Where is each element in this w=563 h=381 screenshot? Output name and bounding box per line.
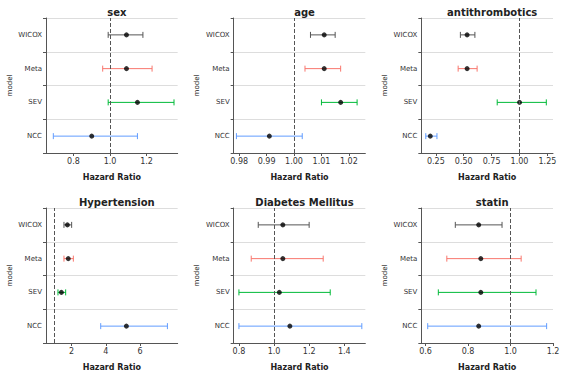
svg-text:4: 4 xyxy=(103,347,108,356)
svg-text:1.00: 1.00 xyxy=(511,157,529,166)
svg-text:Meta: Meta xyxy=(212,255,229,263)
svg-text:1.0: 1.0 xyxy=(104,157,117,166)
svg-text:Hazard Ratio: Hazard Ratio xyxy=(270,363,329,372)
svg-text:1.25: 1.25 xyxy=(539,157,557,166)
svg-text:NCC: NCC xyxy=(215,132,230,140)
svg-text:NCC: NCC xyxy=(402,132,417,140)
svg-text:WICOX: WICOX xyxy=(206,31,230,39)
svg-text:0.50: 0.50 xyxy=(455,157,473,166)
svg-text:model: model xyxy=(381,75,389,97)
svg-text:Hazard Ratio: Hazard Ratio xyxy=(458,173,517,182)
svg-text:1.2: 1.2 xyxy=(303,347,316,356)
svg-text:SEV: SEV xyxy=(216,98,230,106)
svg-text:0.8: 0.8 xyxy=(233,347,246,356)
svg-text:1.0: 1.0 xyxy=(504,347,517,356)
svg-text:WICOX: WICOX xyxy=(394,221,418,229)
svg-text:Meta: Meta xyxy=(25,65,42,73)
svg-text:Hazard Ratio: Hazard Ratio xyxy=(458,363,517,372)
svg-text:NCC: NCC xyxy=(402,322,417,330)
svg-text:Hypertension: Hypertension xyxy=(79,197,155,208)
svg-text:Meta: Meta xyxy=(400,255,417,263)
svg-text:0.99: 0.99 xyxy=(258,157,276,166)
svg-text:1.2: 1.2 xyxy=(547,347,560,356)
svg-text:6: 6 xyxy=(138,347,143,356)
svg-text:sex: sex xyxy=(107,7,127,18)
svg-text:0.75: 0.75 xyxy=(483,157,501,166)
svg-text:Diabetes Mellitus: Diabetes Mellitus xyxy=(255,197,353,208)
svg-text:Meta: Meta xyxy=(212,65,229,73)
svg-text:SEV: SEV xyxy=(28,288,42,296)
svg-text:SEV: SEV xyxy=(216,288,230,296)
svg-text:antithrombotics: antithrombotics xyxy=(447,7,537,18)
svg-text:Hazard Ratio: Hazard Ratio xyxy=(83,173,142,182)
svg-text:WICOX: WICOX xyxy=(394,31,418,39)
svg-text:NCC: NCC xyxy=(27,322,42,330)
svg-text:model: model xyxy=(6,265,14,287)
svg-text:0.98: 0.98 xyxy=(230,157,248,166)
svg-text:SEV: SEV xyxy=(28,98,42,106)
svg-text:model: model xyxy=(193,75,201,97)
svg-text:model: model xyxy=(193,265,201,287)
svg-text:2: 2 xyxy=(69,347,74,356)
svg-text:Hazard Ratio: Hazard Ratio xyxy=(83,363,142,372)
svg-text:SEV: SEV xyxy=(404,288,418,296)
svg-text:Meta: Meta xyxy=(25,255,42,263)
svg-text:0.25: 0.25 xyxy=(427,157,445,166)
svg-text:NCC: NCC xyxy=(215,322,230,330)
svg-text:model: model xyxy=(381,265,389,287)
svg-text:1.2: 1.2 xyxy=(140,157,153,166)
svg-text:0.8: 0.8 xyxy=(67,157,80,166)
svg-text:age: age xyxy=(294,7,315,18)
svg-text:1.0: 1.0 xyxy=(268,347,281,356)
svg-text:SEV: SEV xyxy=(404,98,418,106)
svg-text:1.4: 1.4 xyxy=(338,347,351,356)
svg-text:1.02: 1.02 xyxy=(340,157,358,166)
svg-text:1.00: 1.00 xyxy=(285,157,303,166)
svg-text:model: model xyxy=(6,75,14,97)
svg-text:WICOX: WICOX xyxy=(18,31,42,39)
svg-text:WICOX: WICOX xyxy=(18,221,42,229)
svg-text:0.6: 0.6 xyxy=(419,347,432,356)
svg-text:0.8: 0.8 xyxy=(462,347,475,356)
svg-text:1.01: 1.01 xyxy=(313,157,331,166)
svg-text:Meta: Meta xyxy=(400,65,417,73)
svg-text:WICOX: WICOX xyxy=(206,221,230,229)
svg-text:Hazard Ratio: Hazard Ratio xyxy=(270,173,329,182)
svg-text:statin: statin xyxy=(476,197,509,208)
svg-text:NCC: NCC xyxy=(27,132,42,140)
